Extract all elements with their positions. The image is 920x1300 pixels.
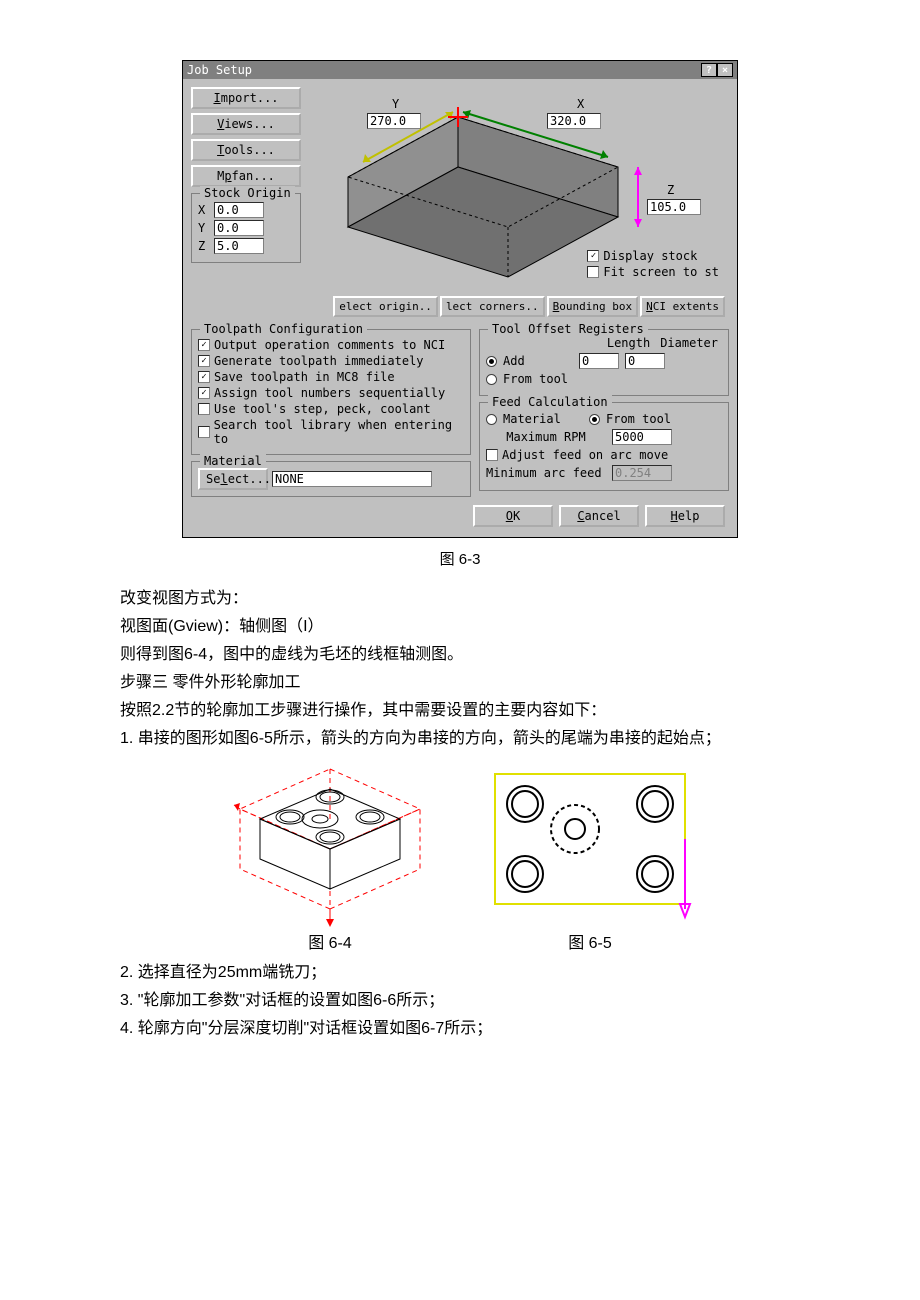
search-lib-checkbox[interactable] [198, 426, 210, 438]
origin-x-input[interactable] [214, 202, 264, 218]
max-rpm-input[interactable] [612, 429, 672, 445]
nci-extents-button[interactable]: NCI extents [640, 296, 725, 317]
diameter-input[interactable] [625, 353, 665, 369]
fit-screen-label: Fit screen to st [603, 265, 719, 279]
y-dim-input[interactable] [367, 113, 421, 129]
para: 改变视图方式为： [120, 587, 800, 611]
z-dim-input[interactable] [647, 199, 701, 215]
adjust-arc-label: Adjust feed on arc move [502, 448, 668, 462]
figure-6-5: 图 6-5 [480, 759, 700, 953]
fig-6-5-caption: 图 6-5 [480, 929, 700, 953]
import-button[interactable]: Import... [191, 87, 301, 109]
generate-immediate-label: Generate toolpath immediately [214, 354, 424, 368]
para: 1. 串接的图形如图6-5所示，箭头的方向为串接的方向，箭头的尾端为串接的起始点… [120, 727, 800, 751]
titlebar: Job Setup ? × [183, 61, 737, 79]
material-select-button[interactable]: Select... [198, 468, 268, 490]
output-comments-checkbox[interactable]: ✓ [198, 339, 210, 351]
display-stock-label: Display stock [603, 249, 697, 263]
help-button[interactable]: Help [645, 505, 725, 527]
stock-diagram: Y X Z ✓ Display stock Fit screen to st el… [307, 87, 729, 317]
para: 步骤三 零件外形轮廓加工 [120, 671, 800, 695]
stock-origin-group: Stock Origin X Y Z [191, 193, 301, 263]
feed-calc-group: Feed Calculation Material From tool Maxi… [479, 402, 729, 491]
y-label: Y [198, 221, 210, 235]
length-input[interactable] [579, 353, 619, 369]
material-group: Material Select... [191, 461, 471, 497]
feed-calc-label: Feed Calculation [488, 395, 612, 409]
from-tool-feed-label: From tool [606, 412, 671, 426]
tools-button[interactable]: Tools... [191, 139, 301, 161]
use-tool-step-checkbox[interactable] [198, 403, 210, 415]
para: 按照2.2节的轮廓加工步骤进行操作，其中需要设置的主要内容如下： [120, 699, 800, 723]
material-radio[interactable] [486, 414, 497, 425]
para: 则得到图6-4，图中的虚线为毛坯的线框轴测图。 [120, 643, 800, 667]
generate-immediate-checkbox[interactable]: ✓ [198, 355, 210, 367]
min-arc-input [612, 465, 672, 481]
cancel-button[interactable]: Cancel [559, 505, 639, 527]
toolpath-config-label: Toolpath Configuration [200, 322, 367, 336]
fig-6-4-caption: 图 6-4 [220, 929, 440, 953]
mpfan-button[interactable]: Mpfan... [191, 165, 301, 187]
diameter-header: Diameter [660, 336, 718, 350]
para: 4. 轮廓方向"分层深度切削"对话框设置如图6-7所示； [120, 1017, 800, 1041]
output-comments-label: Output operation comments to NCI [214, 338, 445, 352]
assign-seq-label: Assign tool numbers sequentially [214, 386, 445, 400]
adjust-arc-checkbox[interactable] [486, 449, 498, 461]
save-mc8-checkbox[interactable]: ✓ [198, 371, 210, 383]
para: 视图面(Gview)：轴侧图（I） [120, 615, 800, 639]
use-tool-step-label: Use tool's step, peck, coolant [214, 402, 431, 416]
fig-6-3-caption: 图 6-3 [120, 548, 800, 569]
tool-offset-label: Tool Offset Registers [488, 322, 648, 336]
select-origin-button[interactable]: elect origin.. [333, 296, 438, 317]
x-dim-input[interactable] [547, 113, 601, 129]
dialog-title: Job Setup [187, 63, 252, 77]
origin-z-input[interactable] [214, 238, 264, 254]
tool-offset-group: Tool Offset Registers Length Diameter Ad… [479, 329, 729, 396]
add-radio[interactable] [486, 356, 497, 367]
figure-6-4: 图 6-4 [220, 759, 440, 953]
z-dim-label: Z [667, 183, 674, 197]
close-icon[interactable]: × [717, 63, 733, 77]
job-setup-dialog: Job Setup ? × Import... Views... Tools..… [182, 60, 738, 538]
body-text-2: 2. 选择直径为25mm端铣刀； 3. "轮廓加工参数"对话框的设置如图6-6所… [120, 961, 800, 1041]
x-label: X [198, 203, 210, 217]
bounding-box-button[interactable]: Bounding box [547, 296, 638, 317]
toolpath-config-group: Toolpath Configuration ✓Output operation… [191, 329, 471, 455]
select-corners-button[interactable]: lect corners.. [440, 296, 545, 317]
fit-screen-checkbox[interactable] [587, 266, 599, 278]
length-header: Length [607, 336, 650, 350]
z-label: Z [198, 239, 210, 253]
x-dim-label: X [577, 97, 584, 111]
min-arc-label: Minimum arc feed [486, 466, 606, 480]
stock-origin-label: Stock Origin [200, 186, 295, 200]
views-button[interactable]: Views... [191, 113, 301, 135]
ok-button[interactable]: OK [473, 505, 553, 527]
material-input[interactable] [272, 471, 432, 487]
assign-seq-checkbox[interactable]: ✓ [198, 387, 210, 399]
origin-y-input[interactable] [214, 220, 264, 236]
save-mc8-label: Save toolpath in MC8 file [214, 370, 395, 384]
help-icon[interactable]: ? [701, 63, 717, 77]
from-tool-radio[interactable] [486, 374, 497, 385]
y-dim-label: Y [392, 97, 399, 111]
from-tool-label: From tool [503, 372, 568, 386]
material-label: Material [200, 454, 266, 468]
from-tool-feed-radio[interactable] [589, 414, 600, 425]
para: 3. "轮廓加工参数"对话框的设置如图6-6所示； [120, 989, 800, 1013]
para: 2. 选择直径为25mm端铣刀； [120, 961, 800, 985]
add-label: Add [503, 354, 573, 368]
max-rpm-label: Maximum RPM [486, 430, 606, 444]
display-stock-checkbox[interactable]: ✓ [587, 250, 599, 262]
material-radio-label: Material [503, 412, 583, 426]
body-text: 改变视图方式为： 视图面(Gview)：轴侧图（I） 则得到图6-4，图中的虚线… [120, 587, 800, 751]
search-lib-label: Search tool library when entering to [214, 418, 464, 446]
